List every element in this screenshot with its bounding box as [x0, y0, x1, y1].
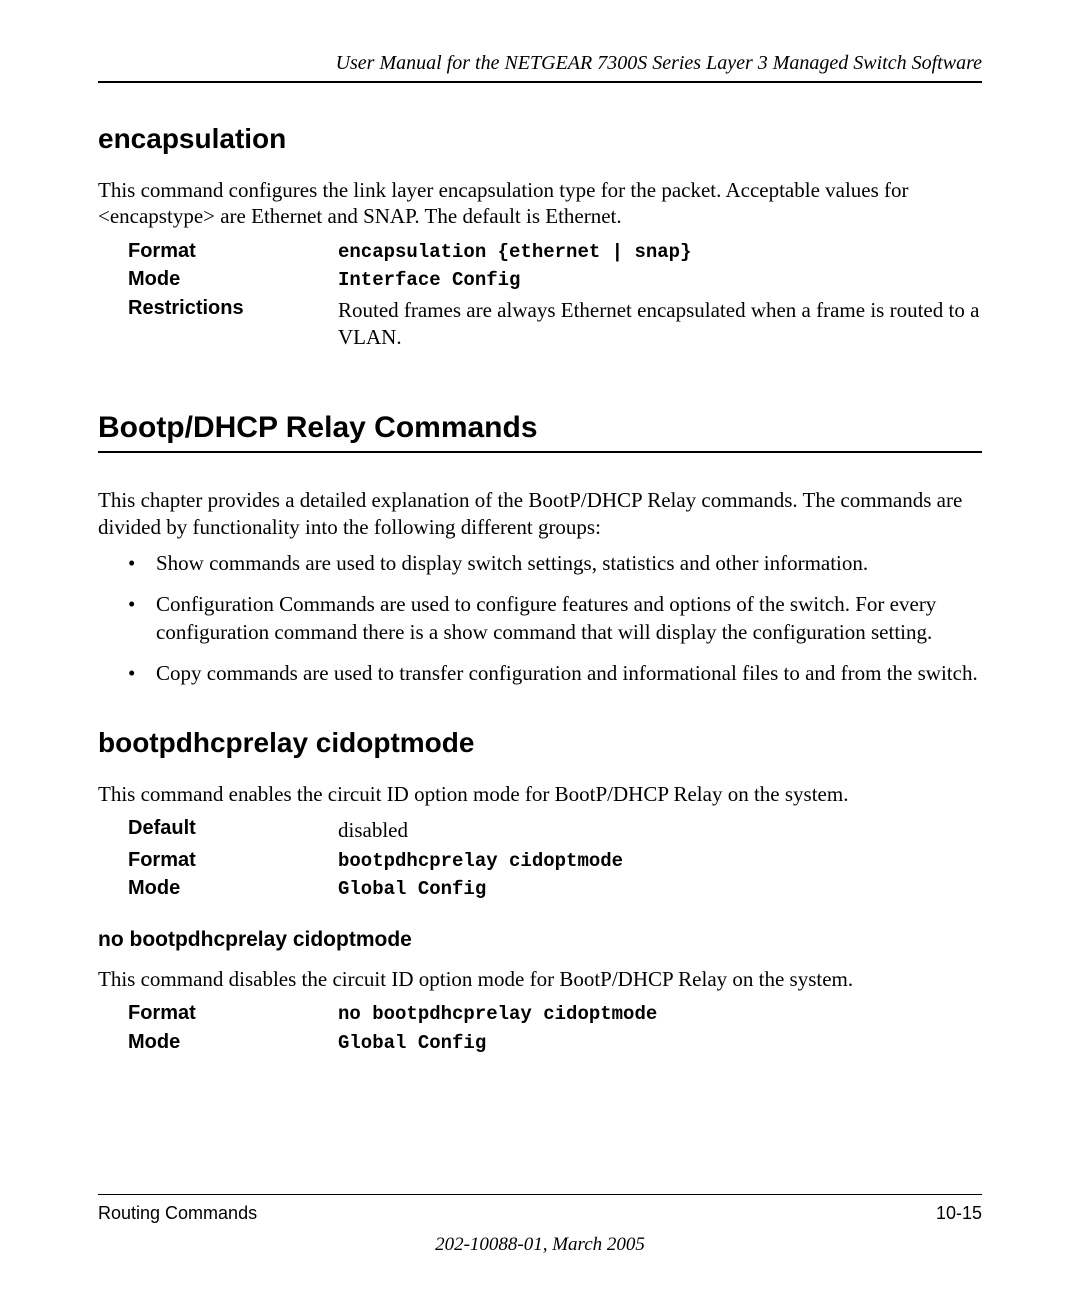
page-header: User Manual for the NETGEAR 7300S Series… [98, 52, 982, 83]
list-item: Show commands are used to display switch… [128, 550, 982, 577]
heading-no-cidoptmode: no bootpdhcprelay cidoptmode [98, 928, 982, 952]
list-item: Copy commands are used to transfer confi… [128, 660, 982, 687]
value-restrictions: Routed frames are always Ethernet encaps… [338, 297, 982, 352]
def-row: Format no bootpdhcprelay cidoptmode [128, 1002, 982, 1027]
value-format: bootpdhcprelay cidoptmode [338, 849, 623, 874]
footer-row: Routing Commands 10-15 [98, 1203, 982, 1224]
para-bootp-dhcp: This chapter provides a detailed explana… [98, 487, 982, 540]
value-format: no bootpdhcprelay cidoptmode [338, 1002, 657, 1027]
def-block-encapsulation: Format encapsulation {ethernet | snap} M… [128, 240, 982, 352]
heading-encapsulation: encapsulation [98, 123, 982, 155]
para-encapsulation: This command configures the link layer e… [98, 177, 982, 230]
def-block-cidoptmode: Default disabled Format bootpdhcprelay c… [128, 817, 982, 902]
def-row: Format encapsulation {ethernet | snap} [128, 240, 982, 265]
value-mode: Global Config [338, 1031, 486, 1056]
def-row: Mode Interface Config [128, 268, 982, 293]
list-item: Configuration Commands are used to confi… [128, 591, 982, 646]
value-mode: Interface Config [338, 268, 520, 293]
def-row: Restrictions Routed frames are always Et… [128, 297, 982, 352]
footer-left: Routing Commands [98, 1203, 257, 1224]
value-mode: Global Config [338, 877, 486, 902]
def-row: Mode Global Config [128, 877, 982, 902]
label-mode: Mode [128, 877, 338, 900]
heading-cidoptmode: bootpdhcprelay cidoptmode [98, 727, 982, 759]
page-footer: Routing Commands 10-15 202-10088-01, Mar… [98, 1194, 982, 1256]
label-mode: Mode [128, 1031, 338, 1054]
bullet-list: Show commands are used to display switch… [98, 550, 982, 687]
def-row: Format bootpdhcprelay cidoptmode [128, 849, 982, 874]
para-no-cidoptmode: This command disables the circuit ID opt… [98, 966, 982, 992]
def-block-no-cidoptmode: Format no bootpdhcprelay cidoptmode Mode… [128, 1002, 982, 1055]
def-row: Mode Global Config [128, 1031, 982, 1056]
page: User Manual for the NETGEAR 7300S Series… [0, 0, 1080, 1296]
value-format: encapsulation {ethernet | snap} [338, 240, 691, 265]
footer-right: 10-15 [936, 1203, 982, 1224]
label-format: Format [128, 1002, 338, 1025]
para-cidoptmode: This command enables the circuit ID opti… [98, 781, 982, 807]
value-default: disabled [338, 817, 408, 844]
label-restrictions: Restrictions [128, 297, 338, 320]
footer-rule [98, 1194, 982, 1195]
label-format: Format [128, 240, 338, 263]
footer-center: 202-10088-01, March 2005 [98, 1234, 982, 1256]
heading-bootp-dhcp: Bootp/DHCP Relay Commands [98, 411, 982, 453]
label-mode: Mode [128, 268, 338, 291]
label-default: Default [128, 817, 338, 840]
def-row: Default disabled [128, 817, 982, 844]
label-format: Format [128, 849, 338, 872]
